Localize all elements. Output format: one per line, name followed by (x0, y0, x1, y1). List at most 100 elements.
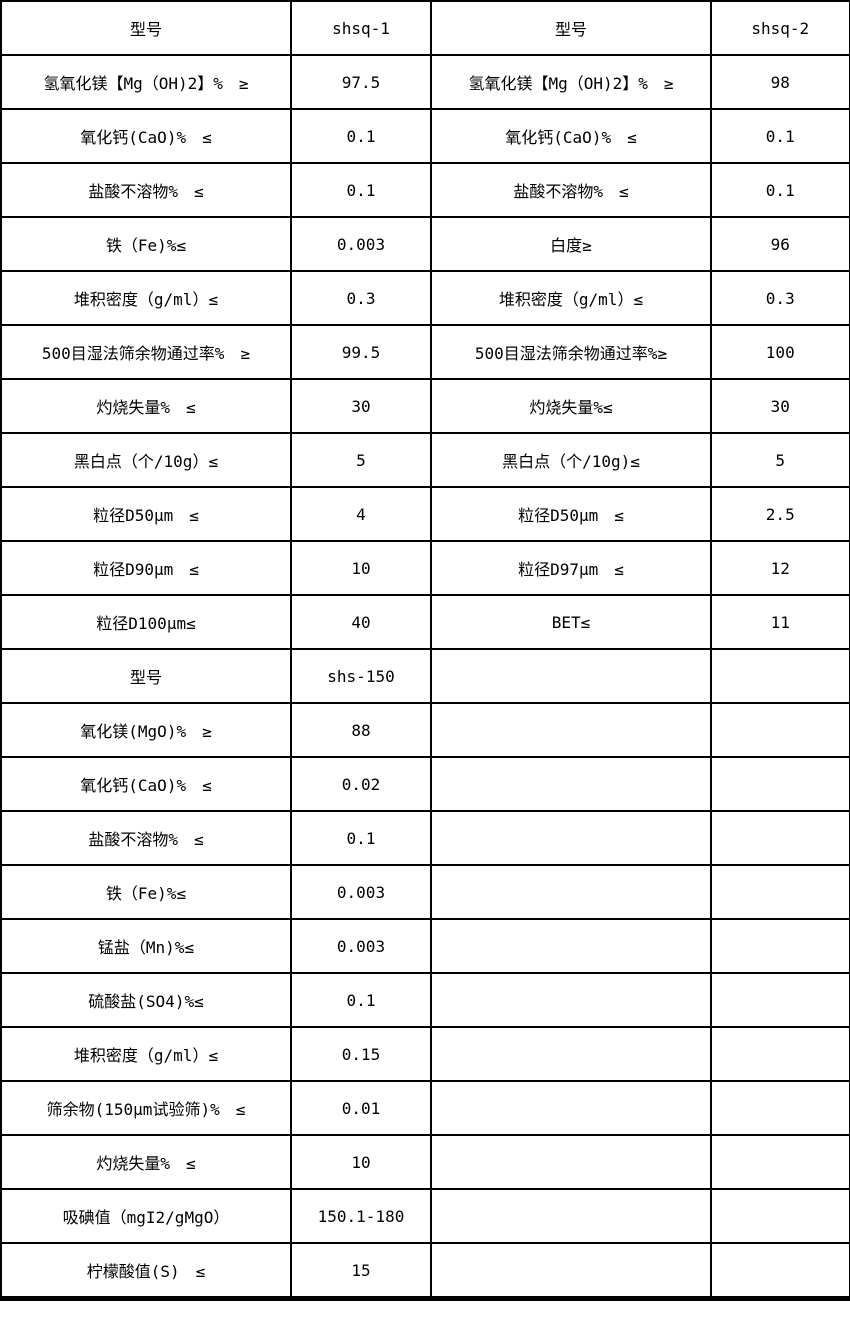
spec-label-cell: 筛余物(150μm试验筛)% ≤ (0, 1080, 292, 1136)
spec-value-cell: 10 (290, 540, 432, 596)
spec-label-cell: 粒径D97μm ≤ (430, 540, 712, 596)
spec-value-cell: 30 (290, 378, 432, 434)
spec-value-cell: 0.1 (290, 972, 432, 1028)
spec-value-cell: 2.5 (710, 486, 850, 542)
table-row: 硫酸盐(SO4)%≤ 0.1 (0, 972, 850, 1028)
spec-value-cell: 40 (290, 594, 432, 650)
table-row: 锰盐（Mn)%≤ 0.003 (0, 918, 850, 974)
spec-label-cell: 氢氧化镁【Mg（OH)2】% ≥ (430, 54, 712, 110)
spec-value-cell: shsq-2 (710, 0, 850, 56)
spec-value-cell: 0.15 (290, 1026, 432, 1082)
table-row: 筛余物(150μm试验筛)% ≤0.01 (0, 1080, 850, 1136)
spec-value-cell: 88 (290, 702, 432, 758)
spec-value-cell: shs-150 (290, 648, 432, 704)
spec-value-cell: 97.5 (290, 54, 432, 110)
spec-value-cell (710, 972, 850, 1028)
table-row: 黑白点（个/10g）≤ 5 黑白点（个/10g)≤ 5 (0, 432, 850, 488)
spec-value-cell: 0.1 (290, 810, 432, 866)
spec-value-cell: 100 (710, 324, 850, 380)
spec-label-cell: 盐酸不溶物% ≤ (0, 162, 292, 218)
spec-label-cell (430, 810, 712, 866)
spec-label-cell (430, 1134, 712, 1190)
spec-value-cell: 0.01 (290, 1080, 432, 1136)
spec-label-cell (430, 648, 712, 704)
spec-label-cell: 柠檬酸值(S) ≤ (0, 1242, 292, 1301)
spec-table: 型号 shsq-1 型号 shsq-2 氢氧化镁【Mg（OH)2】% ≥97.5 氢氧化镁… (0, 0, 850, 1301)
spec-label-cell: 500目湿法筛余物通过率%≥ (430, 324, 712, 380)
table-row: 铁（Fe)%≤ 0.003 白度≥ 96 (0, 216, 850, 272)
spec-label-cell: 堆积密度（g/ml）≤ (0, 1026, 292, 1082)
spec-label-cell: 型号 (0, 0, 292, 56)
spec-label-cell: 粒径D90μm ≤ (0, 540, 292, 596)
spec-value-cell: 0.003 (290, 918, 432, 974)
spec-label-cell: 锰盐（Mn)%≤ (0, 918, 292, 974)
spec-label-cell (430, 1188, 712, 1244)
spec-value-cell: 12 (710, 540, 850, 596)
spec-label-cell (430, 972, 712, 1028)
spec-value-cell: 0.1 (710, 162, 850, 218)
spec-value-cell (710, 1026, 850, 1082)
spec-label-cell (430, 1242, 712, 1301)
spec-value-cell: 0.1 (290, 108, 432, 164)
spec-label-cell (430, 702, 712, 758)
spec-value-cell (710, 810, 850, 866)
spec-label-cell: 氧化钙(CaO)% ≤ (0, 756, 292, 812)
spec-label-cell: 铁（Fe)%≤ (0, 864, 292, 920)
spec-label-cell: 灼烧失量% ≤ (0, 378, 292, 434)
spec-label-cell: 灼烧失量% ≤ (0, 1134, 292, 1190)
table-row: 氧化镁(MgO)% ≥88 (0, 702, 850, 758)
spec-label-cell: 黑白点（个/10g）≤ (0, 432, 292, 488)
table-row: 氧化钙(CaO)% ≤0.1 氧化钙(CaO)% ≤0.1 (0, 108, 850, 164)
spec-label-cell: 堆积密度（g/ml）≤ (430, 270, 712, 326)
spec-label-cell: BET≤ (430, 594, 712, 650)
spec-value-cell: 0.1 (710, 108, 850, 164)
spec-value-cell: 0.003 (290, 216, 432, 272)
spec-value-cell: 4 (290, 486, 432, 542)
spec-label-cell: 黑白点（个/10g)≤ (430, 432, 712, 488)
table-row: 堆积密度（g/ml）≤ 0.3 堆积密度（g/ml）≤ 0.3 (0, 270, 850, 326)
spec-label-cell: 硫酸盐(SO4)%≤ (0, 972, 292, 1028)
spec-value-cell (710, 1188, 850, 1244)
table-row: 型号 shsq-1 型号 shsq-2 (0, 0, 850, 56)
spec-value-cell: 15 (290, 1242, 432, 1301)
spec-value-cell: 0.1 (290, 162, 432, 218)
spec-value-cell: shsq-1 (290, 0, 432, 56)
table-row: 氧化钙(CaO)% ≤0.02 (0, 756, 850, 812)
spec-value-cell: 5 (710, 432, 850, 488)
spec-label-cell: 铁（Fe)%≤ (0, 216, 292, 272)
spec-value-cell: 96 (710, 216, 850, 272)
spec-value-cell (710, 1080, 850, 1136)
spec-value-cell: 0.3 (290, 270, 432, 326)
spec-value-cell: 0.3 (710, 270, 850, 326)
spec-value-cell (710, 918, 850, 974)
spec-value-cell (710, 756, 850, 812)
spec-label-cell: 氢氧化镁【Mg（OH)2】% ≥ (0, 54, 292, 110)
spec-label-cell: 氧化钙(CaO)% ≤ (0, 108, 292, 164)
spec-value-cell: 10 (290, 1134, 432, 1190)
spec-value-cell (710, 702, 850, 758)
spec-label-cell: 粒径D50μm ≤ (430, 486, 712, 542)
spec-label-cell: 型号 (0, 648, 292, 704)
spec-label-cell: 盐酸不溶物% ≤ (0, 810, 292, 866)
spec-value-cell: 11 (710, 594, 850, 650)
spec-value-cell: 0.02 (290, 756, 432, 812)
table-row: 型号 shs-150 (0, 648, 850, 704)
spec-value-cell (710, 1242, 850, 1301)
spec-value-cell (710, 864, 850, 920)
spec-value-cell (710, 648, 850, 704)
spec-label-cell (430, 1080, 712, 1136)
spec-label-cell (430, 918, 712, 974)
table-row: 灼烧失量% ≤30 灼烧失量%≤ 30 (0, 378, 850, 434)
table-row: 堆积密度（g/ml）≤ 0.15 (0, 1026, 850, 1082)
spec-label-cell: 堆积密度（g/ml）≤ (0, 270, 292, 326)
spec-table-body: 型号 shsq-1 型号 shsq-2 氢氧化镁【Mg（OH)2】% ≥97.5 氢氧化镁… (0, 0, 850, 1301)
table-row: 铁（Fe)%≤ 0.003 (0, 864, 850, 920)
table-row: 500目湿法筛余物通过率% ≥99.5 500目湿法筛余物通过率%≥ 100 (0, 324, 850, 380)
spec-label-cell: 白度≥ (430, 216, 712, 272)
spec-value-cell (710, 1134, 850, 1190)
table-row: 柠檬酸值(S) ≤15 (0, 1242, 850, 1301)
spec-label-cell (430, 756, 712, 812)
spec-label-cell: 盐酸不溶物% ≤ (430, 162, 712, 218)
spec-label-cell: 500目湿法筛余物通过率% ≥ (0, 324, 292, 380)
